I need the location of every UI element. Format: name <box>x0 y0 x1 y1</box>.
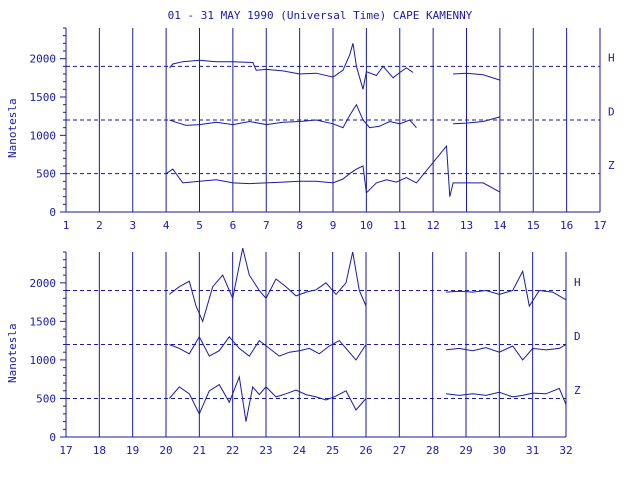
x-tick-label: 30 <box>493 444 506 457</box>
x-tick-label: 13 <box>460 219 473 232</box>
x-tick-label: 31 <box>526 444 539 457</box>
y-tick-label: 0 <box>49 206 56 219</box>
x-tick-label: 4 <box>163 219 170 232</box>
x-tick-label: 20 <box>159 444 172 457</box>
x-tick-label: 29 <box>459 444 472 457</box>
x-tick-label: 7 <box>263 219 270 232</box>
x-tick-label: 17 <box>59 444 72 457</box>
x-tick-label: 6 <box>230 219 237 232</box>
chart-title: 01 - 31 MAY 1990 (Universal Time) CAPE K… <box>167 9 473 22</box>
y-tick-label: 0 <box>49 431 56 444</box>
x-tick-label: 21 <box>193 444 206 457</box>
y-tick-label: 2000 <box>30 53 57 66</box>
y-tick-label: 1500 <box>30 91 57 104</box>
baseline-label-z: Z <box>608 159 615 172</box>
x-tick-label: 27 <box>393 444 406 457</box>
series-h-trace <box>169 43 501 90</box>
x-tick-label: 18 <box>93 444 106 457</box>
series-z-trace <box>168 374 567 422</box>
x-tick-label: 11 <box>393 219 406 232</box>
x-tick-label: 22 <box>226 444 239 457</box>
x-tick-label: 32 <box>559 444 572 457</box>
baseline-label-d: D <box>574 330 581 343</box>
x-tick-label: 19 <box>126 444 139 457</box>
x-tick-label: 26 <box>359 444 372 457</box>
baseline-label-h: H <box>574 276 581 289</box>
y-tick-label: 1000 <box>30 129 57 142</box>
x-tick-label: 10 <box>360 219 373 232</box>
y-tick-label: 500 <box>36 392 56 405</box>
x-tick-label: 8 <box>296 219 303 232</box>
y-tick-label: 2000 <box>30 277 57 290</box>
x-tick-label: 3 <box>129 219 136 232</box>
x-tick-label: 17 <box>593 219 606 232</box>
x-tick-label: 9 <box>330 219 337 232</box>
x-tick-label: 14 <box>493 219 507 232</box>
series-d-trace <box>169 335 567 361</box>
x-tick-label: 28 <box>426 444 439 457</box>
series-z-trace <box>165 144 501 197</box>
x-tick-label: 12 <box>427 219 440 232</box>
x-tick-label: 2 <box>96 219 103 232</box>
y-tick-label: 1500 <box>30 315 57 328</box>
x-tick-label: 5 <box>196 219 203 232</box>
y-tick-label: 1000 <box>30 354 57 367</box>
baseline-label-h: H <box>608 52 615 65</box>
x-tick-label: 15 <box>527 219 540 232</box>
series-d-trace <box>169 103 501 129</box>
series-h-trace <box>168 247 567 323</box>
x-tick-label: 1 <box>63 219 70 232</box>
baseline-label-z: Z <box>574 384 581 397</box>
x-tick-label: 25 <box>326 444 339 457</box>
x-tick-label: 24 <box>293 444 307 457</box>
baseline-label-d: D <box>608 105 615 118</box>
x-tick-label: 16 <box>560 219 573 232</box>
x-tick-label: 23 <box>259 444 272 457</box>
y-tick-label: 500 <box>36 168 56 181</box>
